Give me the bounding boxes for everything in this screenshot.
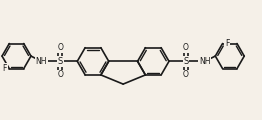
Text: F: F: [2, 64, 7, 73]
Text: S: S: [58, 57, 63, 66]
Text: F: F: [225, 39, 230, 48]
Text: NH: NH: [36, 57, 47, 66]
Text: O: O: [57, 70, 63, 79]
Text: O: O: [57, 43, 63, 52]
Text: O: O: [183, 70, 189, 79]
Text: NH: NH: [199, 57, 211, 66]
Text: O: O: [183, 43, 189, 52]
Text: S: S: [183, 57, 189, 66]
